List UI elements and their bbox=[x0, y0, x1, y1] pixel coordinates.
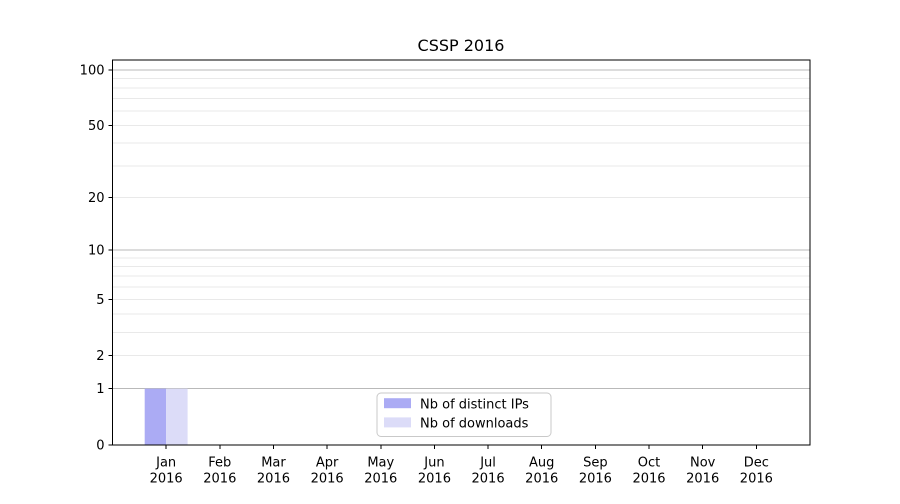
axes-layer: 0 1 2 5 10 20 50 100 Jan 2016 Feb 2016 Mar 2016 Apr 201… bbox=[80, 59, 811, 487]
x-tick-label: Sep 2016 bbox=[579, 456, 612, 487]
x-tick-label: Apr 2016 bbox=[311, 456, 344, 487]
y-tick-label: 20 bbox=[88, 191, 105, 206]
bar-nb-of-downloads-jan bbox=[166, 388, 188, 445]
x-tick-label: Mar 2016 bbox=[257, 456, 290, 487]
plot-border bbox=[112, 59, 811, 446]
x-tick-label: Dec 2016 bbox=[740, 456, 773, 487]
y-tick-label: 0 bbox=[96, 439, 104, 454]
y-tick-label: 1 bbox=[96, 382, 104, 397]
bars-layer bbox=[144, 388, 188, 445]
x-tick-label: Jan 2016 bbox=[150, 456, 183, 487]
chart-title: CSSP 2016 bbox=[418, 36, 505, 55]
bar-nb-of-distinct-ips-jan bbox=[144, 388, 167, 445]
y-tick-label: 2 bbox=[96, 349, 104, 364]
legend-label: Nb of distinct IPs bbox=[420, 398, 529, 413]
legend-swatch-distinct-ips bbox=[384, 398, 411, 409]
x-tick-label: Nov 2016 bbox=[686, 456, 719, 487]
y-tick-label: 10 bbox=[88, 244, 105, 259]
x-tick-label: Jun 2016 bbox=[418, 456, 451, 487]
legend: Nb of distinct IPs Nb of downloads bbox=[376, 392, 552, 437]
y-tick-label: 50 bbox=[88, 119, 105, 134]
x-tick-label: Aug 2016 bbox=[525, 456, 558, 487]
x-tick-label: Jul 2016 bbox=[472, 456, 505, 487]
y-tick-label: 100 bbox=[80, 63, 105, 78]
legend-box bbox=[376, 392, 552, 437]
x-tick-label: May 2016 bbox=[364, 456, 397, 487]
x-tick-label: Oct 2016 bbox=[632, 456, 665, 487]
legend-label: Nb of downloads bbox=[420, 417, 529, 432]
legend-swatch-downloads bbox=[384, 417, 411, 428]
y-tick-label: 5 bbox=[96, 293, 104, 308]
gridlines-layer bbox=[112, 69, 810, 390]
x-tick-label: Feb 2016 bbox=[203, 456, 236, 487]
